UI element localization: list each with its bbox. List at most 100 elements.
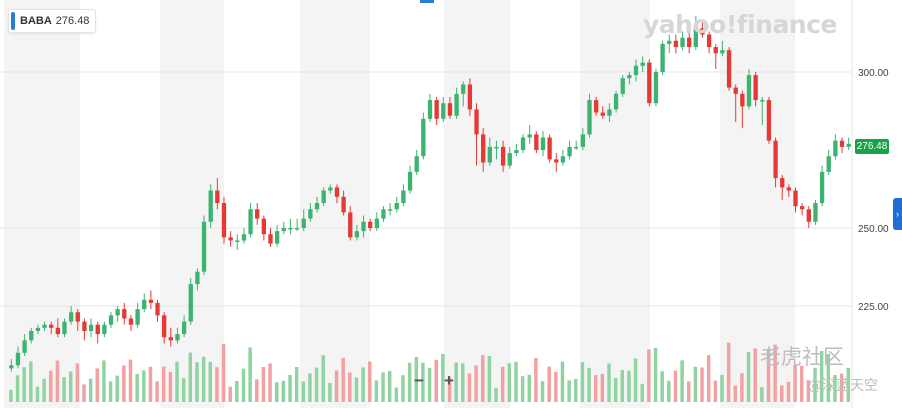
- volume-bar: [647, 349, 651, 402]
- candle-body: [314, 203, 320, 210]
- column-band: [580, 0, 650, 408]
- candle-body: [394, 203, 399, 210]
- volume-bar: [421, 362, 425, 402]
- candle-body: [368, 221, 373, 228]
- candle-body: [613, 93, 619, 110]
- candle-body: [653, 72, 659, 104]
- volume-bar: [706, 355, 711, 402]
- candle-body: [168, 337, 173, 341]
- volume-bar: [454, 362, 458, 402]
- volume-bar: [122, 365, 126, 402]
- ticker-label[interactable]: BABA 276.48: [8, 9, 97, 33]
- volume-bar: [348, 372, 352, 402]
- volume-bar: [175, 361, 179, 402]
- candle-body: [640, 62, 645, 66]
- volume-bar: [82, 384, 86, 402]
- candle-body: [208, 190, 213, 222]
- candle-body: [195, 271, 200, 285]
- candle-body: [647, 62, 652, 104]
- candle-body: [68, 312, 74, 322]
- volume-bar: [746, 352, 751, 402]
- volume-bar: [255, 379, 259, 402]
- series-color-marker: [11, 12, 15, 30]
- candle-body: [334, 187, 340, 197]
- candle-body: [839, 140, 845, 147]
- candle-body: [427, 100, 433, 119]
- candle-body: [407, 171, 413, 191]
- volume-bar: [633, 358, 638, 402]
- volume-bar: [201, 356, 206, 402]
- volume-bar: [580, 362, 585, 402]
- volume-bar: [733, 385, 737, 402]
- candle-body: [115, 309, 120, 316]
- volume-bar: [487, 356, 492, 402]
- volume-bar: [68, 371, 73, 402]
- candle-body: [600, 112, 605, 116]
- candle-body: [387, 209, 393, 211]
- candle-body: [487, 146, 492, 163]
- chevron-right-icon[interactable]: ›: [893, 198, 902, 230]
- candle-body: [687, 37, 692, 48]
- volume-bar: [228, 386, 232, 402]
- volume-bar: [613, 378, 618, 402]
- volume-bar: [554, 371, 558, 402]
- candle-body: [82, 321, 87, 331]
- volume-bar: [461, 363, 465, 402]
- candle-body: [108, 315, 114, 325]
- candle-body: [574, 146, 579, 149]
- candle-body: [49, 324, 54, 328]
- candle-body: [421, 118, 426, 157]
- volume-bar: [314, 367, 319, 402]
- candle-body: [534, 134, 539, 150]
- candle-body: [102, 324, 107, 335]
- candle-body: [607, 109, 612, 116]
- volume-bar: [308, 373, 312, 402]
- volume-bar: [368, 361, 372, 402]
- candle-body: [175, 334, 180, 341]
- candle-body: [255, 209, 260, 219]
- volume-bar: [514, 361, 518, 402]
- volume-bar: [773, 344, 777, 402]
- candle-body: [288, 228, 293, 230]
- volume-bar: [301, 381, 306, 402]
- candle-body: [554, 159, 559, 163]
- candle-body: [454, 93, 459, 116]
- last-price-tag: 276.48: [855, 139, 889, 154]
- volume-bar: [148, 366, 153, 402]
- candle-body: [221, 203, 227, 238]
- candle-body: [560, 156, 566, 163]
- candle-body: [726, 50, 732, 88]
- volume-bar: [241, 368, 246, 402]
- candle-body: [434, 100, 439, 119]
- volume-bar: [135, 374, 139, 402]
- candle-body: [500, 146, 506, 166]
- candle-body: [441, 103, 446, 119]
- volume-bar: [846, 367, 850, 402]
- candle-body: [162, 315, 167, 338]
- volume-bar: [328, 382, 332, 402]
- candle-body: [667, 40, 672, 44]
- volume-bar: [527, 374, 531, 402]
- volume-bar: [813, 367, 817, 402]
- zoom-in-button[interactable]: +: [444, 371, 454, 390]
- zoom-out-button[interactable]: −: [414, 371, 424, 390]
- volume-bar: [560, 361, 565, 402]
- volume-bar: [49, 370, 53, 402]
- volume-bar: [181, 378, 186, 402]
- volume-bar: [354, 377, 359, 402]
- column-band: [300, 0, 370, 408]
- candle-body: [819, 171, 825, 204]
- candle-body: [248, 209, 253, 235]
- candle-body: [447, 103, 453, 116]
- volume-bar: [9, 389, 13, 402]
- volume-bar: [447, 377, 452, 402]
- candle-body: [746, 75, 752, 107]
- ticker-symbol: BABA: [20, 15, 52, 27]
- volume-bar: [361, 367, 365, 402]
- volume-bar: [434, 359, 438, 402]
- volume-bar: [215, 367, 219, 402]
- volume-bar: [268, 363, 272, 402]
- candle-body: [660, 43, 665, 72]
- candle-body: [241, 234, 247, 241]
- candle-body: [706, 34, 712, 48]
